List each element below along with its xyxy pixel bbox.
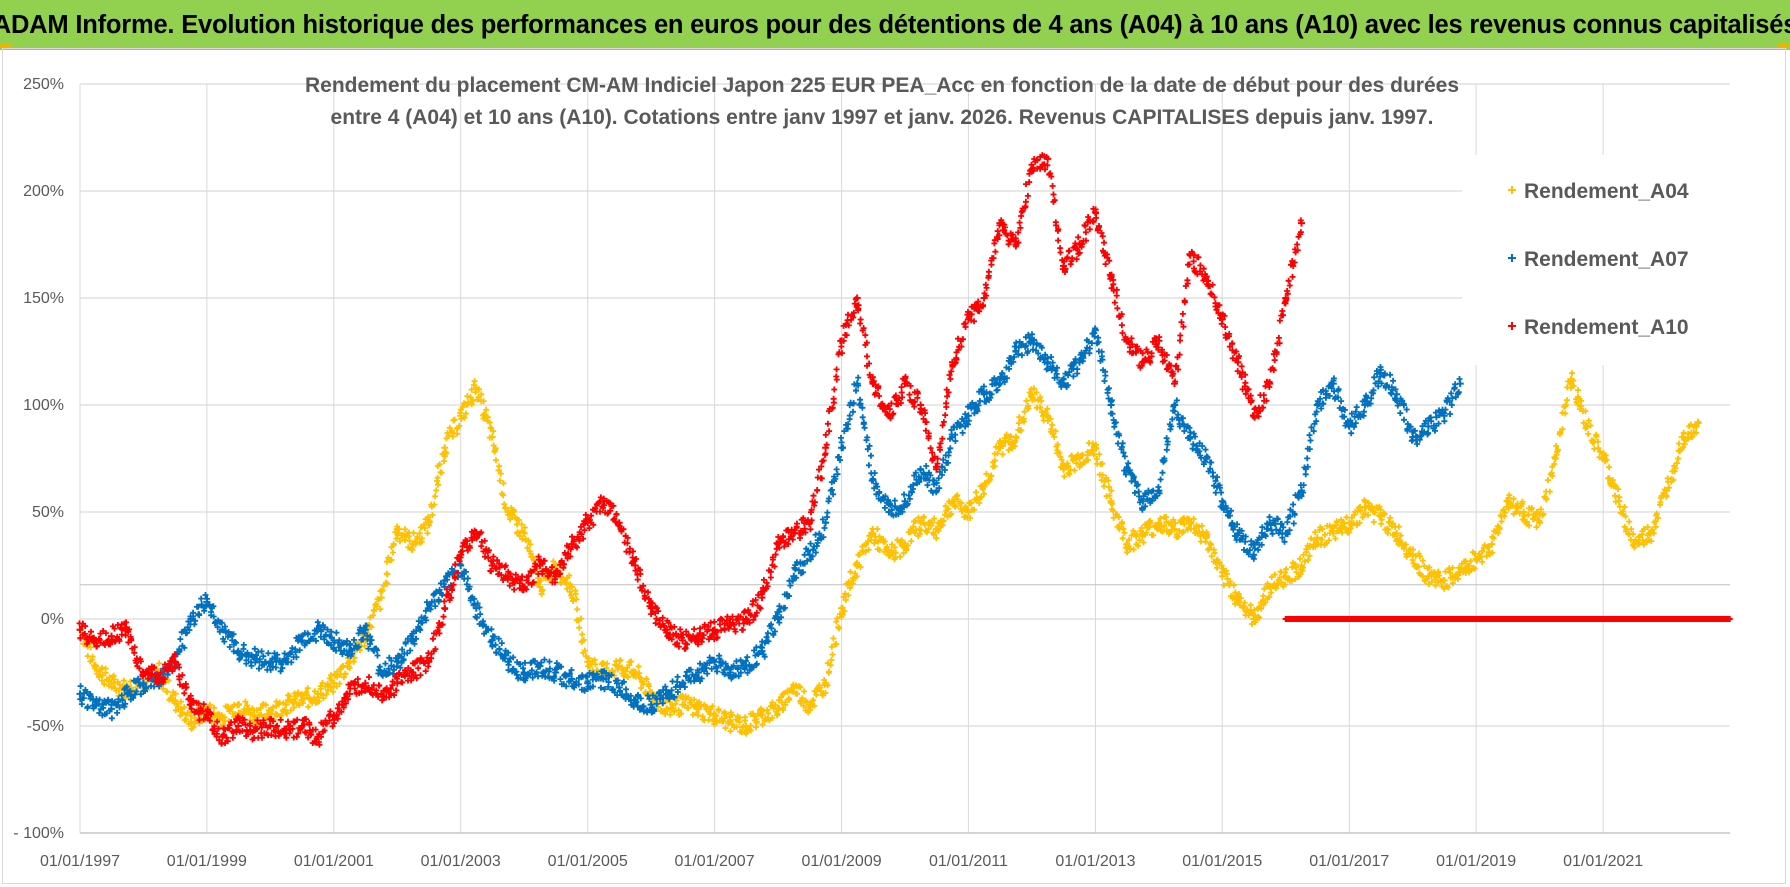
header-accent-left bbox=[0, 44, 12, 48]
x-tick-label: 01/01/2019 bbox=[1436, 853, 1516, 870]
x-tick-label: 01/01/2009 bbox=[802, 853, 882, 870]
x-tick-label: 01/01/2007 bbox=[675, 853, 755, 870]
series-a10 bbox=[76, 152, 1733, 748]
data-point-a10 bbox=[853, 294, 861, 302]
chart-frame bbox=[2, 48, 1786, 884]
y-tick-label: 150% bbox=[23, 290, 64, 307]
x-tick-label: 01/01/2013 bbox=[1055, 853, 1135, 870]
legend: Rendement_A04 Rendement_A07 Rendement_A10 bbox=[1508, 180, 1689, 339]
x-tick-label: 01/01/2003 bbox=[421, 853, 501, 870]
x-tick-label: 01/01/1999 bbox=[167, 853, 247, 870]
x-tick-label: 01/01/2011 bbox=[929, 853, 1008, 870]
scatter-cloud-a10 bbox=[76, 152, 1304, 748]
y-tick-label: 100% bbox=[23, 397, 64, 414]
chart-subtitle-line: Rendement du placement CM-AM Indiciel Ja… bbox=[305, 74, 1459, 97]
data-point-a07 bbox=[1424, 422, 1432, 430]
series-a04 bbox=[76, 370, 1702, 737]
x-tick-label: 01/01/2017 bbox=[1309, 853, 1389, 870]
x-tick-label: 01/01/2015 bbox=[1182, 853, 1262, 870]
x-tick-label: 01/01/1997 bbox=[40, 853, 120, 870]
legend-marker-a10 bbox=[1508, 322, 1516, 330]
legend-marker-a04 bbox=[1508, 186, 1516, 194]
data-point-a10 bbox=[234, 722, 242, 730]
data-point-a10 bbox=[108, 632, 115, 640]
x-tick-label: 01/01/2005 bbox=[548, 853, 628, 870]
data-point-a07 bbox=[1218, 497, 1226, 505]
header-accent-right bbox=[1778, 44, 1790, 48]
legend-label-a07: Rendement_A07 bbox=[1524, 248, 1689, 271]
y-tick-label: - 100% bbox=[13, 825, 64, 842]
tail-cloud-a10 bbox=[1282, 616, 1733, 622]
x-tick-label: 01/01/2021 bbox=[1563, 853, 1643, 870]
mark-layer bbox=[76, 152, 1733, 748]
legend-label-a04: Rendement_A04 bbox=[1524, 180, 1689, 203]
legend-marker-a07 bbox=[1508, 254, 1516, 262]
scatter-cloud-a07 bbox=[77, 325, 1463, 722]
header-bar: ADAM Informe. Evolution historique des p… bbox=[0, 0, 1790, 50]
legend-label-a10: Rendement_A10 bbox=[1524, 316, 1689, 339]
scatter-cloud-a04 bbox=[77, 370, 1702, 737]
chart-subtitle: Rendement du placement CM-AM Indiciel Ja… bbox=[305, 74, 1459, 129]
page-title: ADAM Informe. Evolution historique des p… bbox=[0, 10, 1790, 39]
y-tick-label: 0% bbox=[41, 611, 64, 628]
chart-subtitle-line: entre 4 (A04) et 10 ans (A10). Cotations… bbox=[331, 106, 1434, 129]
y-tick-label: -50% bbox=[27, 718, 64, 735]
y-tick-label: 50% bbox=[32, 504, 64, 521]
data-point-a04 bbox=[441, 444, 449, 452]
series-a07 bbox=[76, 325, 1464, 722]
x-tick-label: 01/01/2001 bbox=[294, 853, 374, 870]
y-tick-label: 250% bbox=[23, 76, 64, 93]
y-tick-label: 200% bbox=[23, 183, 64, 200]
axis-layer: - 100% -50% 0% 50% 100% 150% 200% 250% 01/01/199… bbox=[13, 76, 1730, 870]
